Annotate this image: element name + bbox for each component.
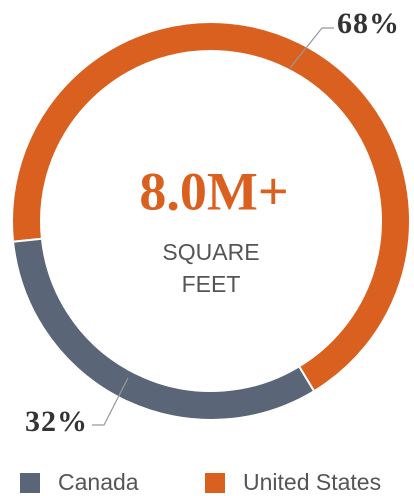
value-label: 68%	[337, 7, 400, 40]
center-label: SQUARE FEET	[162, 239, 260, 297]
donut-segment	[11, 21, 411, 393]
center-value: 8.0M+	[139, 161, 288, 221]
donut-segment	[11, 237, 316, 421]
legend-swatch	[20, 473, 40, 493]
leader-line	[289, 27, 334, 69]
legend-label: United States	[243, 469, 381, 495]
legend-swatch	[205, 473, 225, 493]
value-label: 32%	[25, 405, 88, 438]
leader-line	[92, 377, 129, 426]
legend-label: Canada	[58, 469, 139, 495]
